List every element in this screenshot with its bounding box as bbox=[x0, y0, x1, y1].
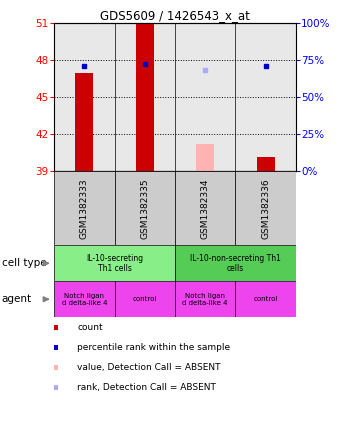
Text: rank, Detection Call = ABSENT: rank, Detection Call = ABSENT bbox=[77, 383, 216, 392]
Text: GSM1382335: GSM1382335 bbox=[140, 178, 149, 239]
Bar bbox=[235, 281, 296, 317]
Bar bbox=[54, 281, 115, 317]
Bar bbox=[175, 281, 235, 317]
Title: GDS5609 / 1426543_x_at: GDS5609 / 1426543_x_at bbox=[100, 9, 250, 22]
Text: count: count bbox=[77, 323, 103, 332]
Text: Notch ligan
d delta-like 4: Notch ligan d delta-like 4 bbox=[182, 293, 228, 306]
Bar bbox=[175, 245, 296, 281]
Text: GSM1382336: GSM1382336 bbox=[261, 178, 270, 239]
Bar bbox=[54, 325, 58, 330]
Text: control: control bbox=[133, 296, 157, 302]
Bar bbox=[54, 385, 58, 390]
Bar bbox=[115, 281, 175, 317]
Text: value, Detection Call = ABSENT: value, Detection Call = ABSENT bbox=[77, 363, 220, 372]
Text: GSM1382334: GSM1382334 bbox=[201, 178, 210, 239]
Bar bbox=[54, 365, 58, 370]
Text: IL-10-secreting
Th1 cells: IL-10-secreting Th1 cells bbox=[86, 254, 143, 273]
Text: percentile rank within the sample: percentile rank within the sample bbox=[77, 343, 230, 352]
Bar bbox=[257, 157, 275, 171]
Bar bbox=[196, 144, 214, 171]
Bar bbox=[75, 73, 93, 171]
Text: control: control bbox=[253, 296, 278, 302]
Bar bbox=[175, 171, 235, 245]
Text: Notch ligan
d delta-like 4: Notch ligan d delta-like 4 bbox=[62, 293, 107, 306]
Bar bbox=[54, 345, 58, 350]
Bar bbox=[235, 171, 296, 245]
Text: IL-10-non-secreting Th1
cells: IL-10-non-secreting Th1 cells bbox=[190, 254, 281, 273]
Bar bbox=[54, 171, 115, 245]
Text: GSM1382333: GSM1382333 bbox=[80, 178, 89, 239]
Text: agent: agent bbox=[2, 294, 32, 304]
Bar bbox=[136, 23, 154, 171]
Bar bbox=[54, 245, 175, 281]
Bar bbox=[115, 171, 175, 245]
Text: cell type: cell type bbox=[2, 258, 46, 268]
